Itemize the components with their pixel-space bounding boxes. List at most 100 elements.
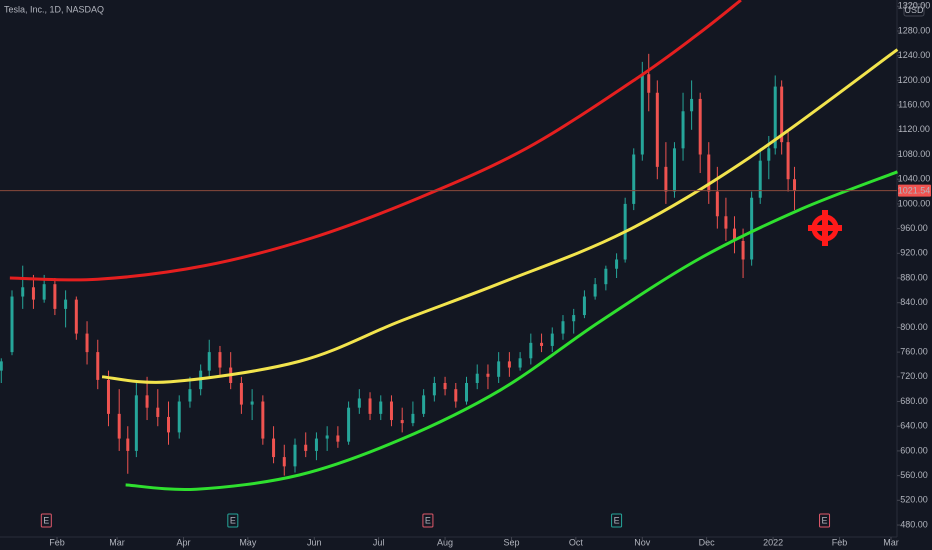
candle-body (632, 154, 636, 204)
candle-body (604, 268, 608, 285)
candle-body (96, 352, 100, 380)
candle-body (272, 438, 276, 458)
candle-body (207, 352, 211, 371)
y-tick-label: 920.00 (900, 248, 928, 258)
candle-body (325, 435, 329, 439)
candle-body (750, 197, 754, 260)
candle-body (780, 86, 784, 143)
candle-body (126, 438, 130, 451)
candle-body (443, 382, 447, 390)
y-tick-label: 1000.00 (898, 198, 931, 208)
candle-body (250, 401, 254, 405)
candle-body (486, 373, 490, 377)
candle-body (518, 358, 522, 368)
candle-body (368, 398, 372, 414)
candle-body (741, 240, 745, 260)
candle-body (786, 142, 790, 180)
y-tick-label: 1280.00 (898, 25, 931, 35)
candle-body (647, 74, 651, 93)
candle-body (42, 284, 46, 300)
earnings-marker (819, 513, 831, 528)
candle-body (261, 401, 265, 439)
candle-body (540, 342, 544, 346)
candle-body (117, 413, 121, 439)
y-tick-label: 720.00 (900, 371, 928, 381)
earnings-marker (422, 513, 434, 528)
candle-body (550, 333, 554, 346)
candle-body (177, 401, 181, 433)
candle-body (31, 287, 35, 300)
candle-body (454, 389, 458, 402)
x-tick-label: Jun (307, 537, 322, 547)
candle-body (672, 148, 676, 192)
x-tick-label: Nov (634, 537, 651, 547)
y-tick-label: 480.00 (900, 519, 928, 529)
candle-body (85, 333, 89, 353)
candle-body (389, 401, 393, 421)
chart-title: Tesla, Inc., 1D, NASDAQ (4, 4, 104, 14)
candle-body (422, 395, 426, 414)
candle-body (106, 379, 110, 414)
last-price-label: 1021.54 (898, 185, 931, 195)
candle-body (74, 299, 78, 334)
curve-line (125, 170, 898, 492)
candle-body (145, 395, 149, 408)
candle-body (724, 216, 728, 229)
x-tick-label: Feb (832, 537, 848, 547)
candle-body (793, 179, 797, 191)
candle-body (465, 382, 469, 402)
y-tick-label: 1240.00 (898, 50, 931, 60)
candle-body (188, 389, 192, 402)
y-tick-label: 760.00 (900, 346, 928, 356)
earnings-label: E (230, 515, 236, 525)
y-tick-label: 840.00 (900, 297, 928, 307)
curve-line (101, 48, 899, 384)
x-tick-label: Mar (883, 537, 899, 547)
candle-body (475, 373, 479, 383)
y-tick-label: 560.00 (900, 470, 928, 480)
candle-body (400, 420, 404, 424)
candle-body (758, 160, 762, 198)
candle-body (218, 352, 222, 368)
candle-body (64, 299, 68, 309)
candle-body (167, 416, 171, 433)
candle-body (357, 398, 361, 408)
x-tick-label: Mar (109, 537, 125, 547)
curve-line (9, 0, 742, 282)
candle-body (379, 401, 383, 414)
earnings-label: E (822, 515, 828, 525)
y-tick-label: 680.00 (900, 396, 928, 406)
x-tick-label: May (239, 537, 257, 547)
x-tick-label: Dec (699, 537, 716, 547)
y-tick-label: 800.00 (900, 322, 928, 332)
candle-body (10, 296, 14, 353)
y-tick-label: 640.00 (900, 421, 928, 431)
candle-body (134, 395, 138, 451)
x-tick-label: 2022 (763, 537, 783, 547)
y-tick-label: 1120.00 (898, 124, 930, 134)
candle-body (715, 191, 719, 217)
candle-body (561, 321, 565, 334)
y-tick-label: 880.00 (900, 272, 928, 282)
y-tick-label: 1320.00 (898, 1, 931, 11)
candle-body (293, 444, 297, 467)
candle-body (640, 74, 644, 155)
earnings-label: E (43, 515, 49, 525)
y-tick-label: 520.00 (900, 495, 928, 505)
candle-body (314, 438, 318, 451)
currency: USD (904, 5, 924, 15)
x-tick-label: Jul (373, 537, 385, 547)
y-tick-label: 960.00 (900, 223, 928, 233)
earnings-marker (227, 513, 239, 528)
x-tick-label: Feb (49, 537, 65, 547)
x-tick-label: Oct (569, 537, 584, 547)
candle-body (615, 259, 619, 269)
candle-body (0, 361, 3, 371)
candle-body (156, 407, 160, 417)
candle-body (572, 315, 576, 322)
candle-body (707, 154, 711, 192)
candle-body (21, 287, 25, 297)
y-tick-label: 1040.00 (898, 174, 931, 184)
y-tick-label: 600.00 (900, 445, 928, 455)
